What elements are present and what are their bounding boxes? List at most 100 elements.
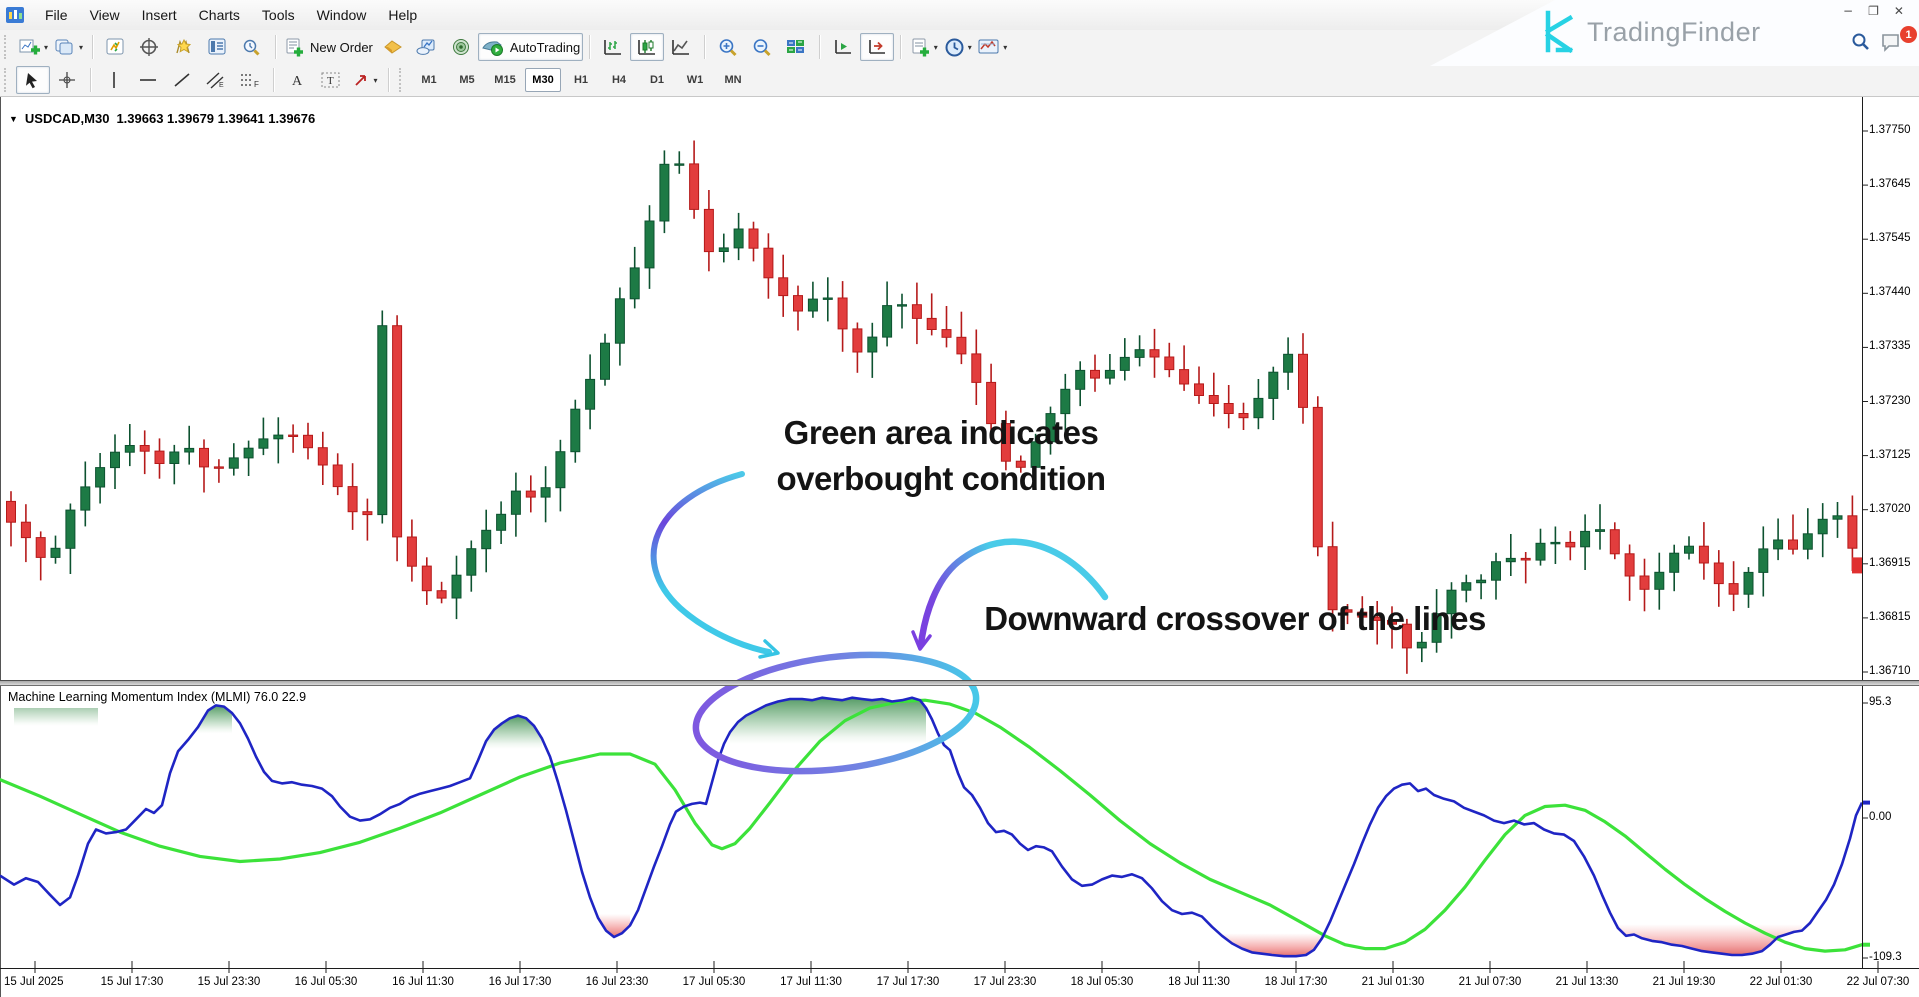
menu-charts[interactable]: Charts bbox=[198, 7, 240, 23]
autotrading-label: AutoTrading bbox=[509, 39, 581, 55]
toolbar-separator bbox=[275, 35, 277, 59]
menu-help[interactable]: Help bbox=[388, 7, 418, 23]
text-tool-button[interactable]: A bbox=[280, 66, 314, 94]
menu-file[interactable]: File bbox=[45, 7, 68, 23]
toolbar-grip[interactable] bbox=[4, 35, 11, 59]
fibonacci-tool-button[interactable]: F bbox=[233, 66, 267, 94]
indicator-label: Machine Learning Momentum Index (MLMI) 7… bbox=[8, 690, 307, 704]
trendline-tool-button[interactable] bbox=[165, 66, 199, 94]
brand-name: TradingFinder bbox=[1587, 16, 1761, 47]
timeframe-h4-button[interactable]: H4 bbox=[611, 74, 627, 86]
pane-splitter[interactable] bbox=[0, 680, 1919, 686]
data-window-button[interactable] bbox=[133, 33, 167, 61]
menu-window[interactable]: Window bbox=[316, 7, 367, 23]
annotation-arrows bbox=[650, 471, 1109, 659]
cursor-tool-button[interactable] bbox=[16, 66, 50, 94]
metaquotes-cloud-button[interactable] bbox=[410, 33, 444, 61]
overbought-arrow bbox=[650, 471, 772, 655]
overbought-arrowhead bbox=[758, 639, 780, 659]
zoom-in-button[interactable] bbox=[711, 33, 745, 61]
chevron-down-icon[interactable]: ▾ bbox=[1003, 42, 1008, 52]
window-controls: − ❐ ✕ bbox=[1843, 4, 1904, 18]
autotrading-toggle[interactable]: AutoTrading bbox=[477, 33, 584, 61]
price-axis-label: 1.37125 bbox=[1869, 448, 1911, 461]
candlestick-mode-button[interactable] bbox=[630, 33, 665, 61]
toolbar-grip[interactable] bbox=[399, 68, 406, 92]
profiles-button[interactable]: ▾ bbox=[51, 33, 86, 61]
indicator-axis-label: 95.3 bbox=[1869, 696, 1892, 708]
time-axis-label: 16 Jul 23:30 bbox=[585, 976, 649, 988]
candlestick-series bbox=[6, 140, 1858, 674]
time-axis-label: 21 Jul 07:30 bbox=[1458, 976, 1522, 988]
auto-scroll-button[interactable] bbox=[826, 33, 860, 61]
top-right-icons bbox=[1851, 31, 1902, 53]
menu-view[interactable]: View bbox=[89, 7, 120, 23]
periods-button[interactable]: ▾ bbox=[941, 33, 975, 61]
arrows-tool-button[interactable]: ▾ bbox=[348, 66, 382, 94]
price-axis-label: 1.36815 bbox=[1869, 610, 1911, 623]
equidistant-channel-tool-button[interactable]: E bbox=[199, 66, 233, 94]
svg-text:F: F bbox=[254, 80, 259, 89]
market-watch-button[interactable] bbox=[99, 33, 133, 61]
timeframe-w1-button[interactable]: W1 bbox=[686, 74, 704, 86]
indicators-button[interactable]: ▾ bbox=[907, 33, 941, 61]
time-axis-label: 16 Jul 05:30 bbox=[294, 976, 358, 988]
time-axis-label: 17 Jul 17:30 bbox=[876, 976, 940, 988]
price-axis-label: 1.37545 bbox=[1869, 232, 1911, 245]
chart-background[interactable] bbox=[0, 96, 1919, 997]
time-axis-label: 22 Jul 01:30 bbox=[1749, 976, 1813, 988]
timeframe-d1-button[interactable]: D1 bbox=[649, 74, 665, 86]
news-button[interactable] bbox=[444, 33, 478, 61]
new-chart-button[interactable]: ▾ bbox=[16, 33, 51, 61]
collapse-triangle-icon[interactable]: ▼ bbox=[9, 113, 18, 124]
menu-insert[interactable]: Insert bbox=[141, 7, 177, 23]
text-label-tool-button[interactable]: T bbox=[314, 66, 348, 94]
new-order-button[interactable]: New Order bbox=[282, 33, 376, 61]
templates-button[interactable]: ▾ bbox=[975, 33, 1010, 61]
minimize-button[interactable]: − bbox=[1843, 4, 1854, 18]
time-axis-label: 18 Jul 05:30 bbox=[1070, 976, 1134, 988]
indicator-axis-label: -109.3 bbox=[1869, 951, 1902, 963]
time-axis-label: 18 Jul 11:30 bbox=[1168, 976, 1230, 988]
navigator-button[interactable] bbox=[167, 33, 201, 61]
chevron-down-icon[interactable]: ▾ bbox=[373, 75, 378, 85]
line-chart-mode-button[interactable] bbox=[664, 33, 698, 61]
chevron-down-icon[interactable]: ▾ bbox=[44, 42, 49, 52]
chevron-down-icon[interactable]: ▾ bbox=[933, 42, 938, 52]
vertical-line-tool-button[interactable] bbox=[97, 66, 131, 94]
time-axis-label: 18 Jul 17:30 bbox=[1264, 976, 1328, 988]
timeframe-m1-button[interactable]: M1 bbox=[421, 74, 437, 86]
crosshair-tool-button[interactable] bbox=[50, 66, 84, 94]
time-axis-label: 15 Jul 17:30 bbox=[100, 976, 164, 988]
search-icon[interactable] bbox=[1851, 32, 1871, 52]
notification-badge[interactable]: 1 bbox=[1900, 26, 1917, 43]
svg-text:E: E bbox=[219, 82, 224, 89]
metaeditor-button[interactable] bbox=[376, 33, 410, 61]
chat-icon[interactable] bbox=[1880, 31, 1902, 53]
toolbar-separator bbox=[90, 68, 91, 92]
timeframe-m15-button[interactable]: M15 bbox=[494, 74, 516, 86]
toolbar-separator bbox=[589, 35, 591, 59]
new-order-label: New Order bbox=[310, 39, 373, 55]
toolbar-grip[interactable] bbox=[4, 68, 11, 92]
horizontal-line-tool-button[interactable] bbox=[131, 66, 165, 94]
tile-windows-button[interactable] bbox=[779, 33, 813, 61]
menu-tools[interactable]: Tools bbox=[261, 7, 295, 23]
timeframe-m30-button[interactable]: M30 bbox=[525, 68, 561, 92]
terminal-button[interactable] bbox=[201, 33, 235, 61]
zoom-out-button[interactable] bbox=[745, 33, 779, 61]
chevron-down-icon[interactable]: ▾ bbox=[967, 42, 972, 52]
time-axis-label: 15 Jul 23:30 bbox=[197, 976, 261, 988]
bar-chart-mode-button[interactable] bbox=[596, 33, 630, 61]
chart-shift-button[interactable] bbox=[860, 33, 895, 61]
timeframe-h1-button[interactable]: H1 bbox=[573, 74, 589, 86]
close-button[interactable]: ✕ bbox=[1893, 4, 1904, 18]
timeframe-m5-button[interactable]: M5 bbox=[459, 74, 475, 86]
timeframe-mn-button[interactable]: MN bbox=[724, 74, 742, 86]
svg-text:A: A bbox=[292, 74, 303, 89]
chevron-down-icon[interactable]: ▾ bbox=[79, 42, 84, 52]
strategy-tester-button[interactable] bbox=[235, 33, 269, 61]
restore-button[interactable]: ❐ bbox=[1868, 4, 1879, 18]
